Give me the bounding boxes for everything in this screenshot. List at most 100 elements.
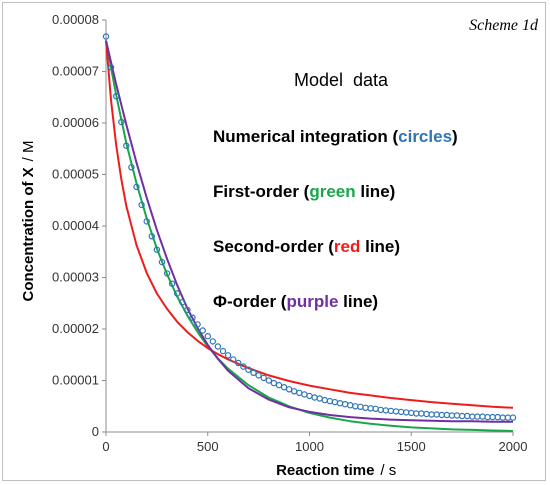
- y-tick-label: 0.00006: [52, 115, 99, 130]
- legend-first-suffix: line): [356, 182, 396, 201]
- numerical-data-point: [474, 413, 481, 420]
- numerical-data-point: [179, 299, 186, 306]
- scheme-label: Scheme 1d: [469, 17, 539, 34]
- numerical-data-point: [438, 411, 445, 419]
- red-line-series: [105, 40, 514, 409]
- green-line-series: [105, 40, 514, 432]
- numerical-data-point: [291, 388, 298, 395]
- y-axis-title: Concentration of X / M: [20, 140, 37, 301]
- numerical-data-point: [209, 338, 216, 345]
- numerical-data-point: [403, 409, 410, 416]
- numerical-data-point: [433, 411, 440, 418]
- legend-numerical-word: circles: [398, 127, 452, 146]
- numerical-data-point: [347, 402, 354, 409]
- model-data-header: Model data: [294, 70, 389, 90]
- numerical-data-point: [443, 411, 451, 419]
- numerical-data-point: [392, 408, 400, 415]
- numerical-data-point: [275, 381, 283, 389]
- numerical-data-point: [265, 377, 272, 384]
- numerical-data-point: [453, 412, 461, 419]
- numerical-data-point: [316, 395, 323, 402]
- numerical-data-point: [413, 410, 420, 417]
- x-tick-label: 1000: [295, 439, 324, 454]
- numerical-data-point: [204, 333, 211, 340]
- numerical-data-point: [138, 201, 145, 209]
- numerical-data-point: [311, 394, 318, 401]
- numerical-data-point: [296, 389, 303, 397]
- numerical-data-point: [133, 183, 140, 191]
- numerical-data-point: [397, 408, 405, 416]
- numerical-data-point: [107, 64, 115, 71]
- numerical-data-point: [214, 343, 222, 350]
- legend-first-order: First-order (green line): [213, 182, 395, 201]
- numerical-data-point: [194, 321, 201, 328]
- numerical-data-point: [423, 410, 430, 418]
- legend-phi-prefix: Φ-order (: [213, 292, 287, 311]
- numerical-data-point: [367, 405, 374, 412]
- numerical-data-point: [199, 327, 206, 334]
- legend-first-word: green: [309, 182, 355, 201]
- numerical-data-point: [494, 413, 501, 421]
- numerical-data-point: [189, 314, 196, 321]
- numerical-data-point: [235, 359, 242, 367]
- numerical-data-point: [123, 142, 130, 149]
- numerical-data-point: [245, 366, 252, 373]
- x-tick-label: 2000: [499, 439, 528, 454]
- numerical-data-point: [143, 218, 150, 225]
- numerical-data-point: [224, 352, 232, 359]
- y-tick-label: 0.00002: [52, 321, 99, 336]
- numerical-data-point: [219, 347, 227, 355]
- legend-second-order: Second-order (red line): [213, 237, 400, 256]
- numerical-data-point: [352, 403, 359, 410]
- x-tick-label: 500: [197, 439, 219, 454]
- numerical-data-point: [153, 246, 161, 253]
- x-axis-title: Reaction time / s: [255, 462, 409, 479]
- chart-axes: 0 0.00001 0.00002 0.00003 0.00004 0.00005 0.00…: [52, 12, 527, 454]
- numerical-data-point: [112, 92, 120, 100]
- numerical-data-point: [158, 258, 166, 266]
- numerical-data-point: [184, 306, 191, 314]
- y-tick-label: 0.00005: [52, 167, 99, 182]
- x-tick-label: 1500: [397, 439, 426, 454]
- numerical-data-point: [499, 414, 506, 421]
- numerical-data-point: [382, 407, 389, 414]
- numerical-data-point: [458, 412, 466, 420]
- x-tick-label: 0: [102, 439, 109, 454]
- numerical-data-point: [240, 363, 247, 370]
- numerical-data-point: [372, 405, 379, 412]
- numerical-data-point: [102, 33, 110, 40]
- numerical-data-point: [255, 372, 262, 379]
- numerical-data-point: [301, 391, 308, 398]
- numerical-data-point: [168, 280, 176, 287]
- numerical-data-point: [250, 369, 257, 376]
- x-axis-title-unit: / s: [380, 462, 396, 479]
- numerical-data-point: [336, 400, 344, 407]
- numerical-data-point: [387, 407, 395, 415]
- numerical-data-point: [428, 411, 435, 418]
- y-tick-label: 0.00003: [52, 270, 99, 285]
- y-tick-label: 0.00008: [52, 12, 99, 27]
- legend-second-suffix: line): [360, 237, 400, 256]
- numerical-data-point: [163, 270, 171, 277]
- numerical-data-point: [306, 392, 313, 400]
- y-tick-label: 0.00007: [52, 64, 99, 79]
- legend-numerical-prefix: Numerical integration (: [213, 127, 398, 146]
- numerical-data-point: [173, 290, 181, 297]
- numerical-data-point: [509, 414, 517, 421]
- numerical-data-point: [118, 118, 125, 126]
- numerical-data-point: [128, 164, 135, 171]
- legend-numerical-suffix: ): [452, 127, 458, 146]
- y-tick-label: 0.00004: [52, 218, 99, 233]
- numerical-data-point: [229, 356, 237, 363]
- numerical-data-point: [321, 396, 328, 404]
- numerical-data-point: [448, 412, 456, 419]
- numerical-data-point: [285, 386, 293, 393]
- numerical-data-point: [408, 409, 415, 417]
- numerical-data-point: [479, 413, 486, 420]
- numerical-data-point: [357, 403, 364, 410]
- numerical-data-point: [260, 374, 267, 382]
- x-axis-title-main: Reaction time: [276, 462, 374, 479]
- legend-phi-suffix: line): [338, 292, 378, 311]
- legend-phi-order: Φ-order (purple line): [213, 292, 378, 311]
